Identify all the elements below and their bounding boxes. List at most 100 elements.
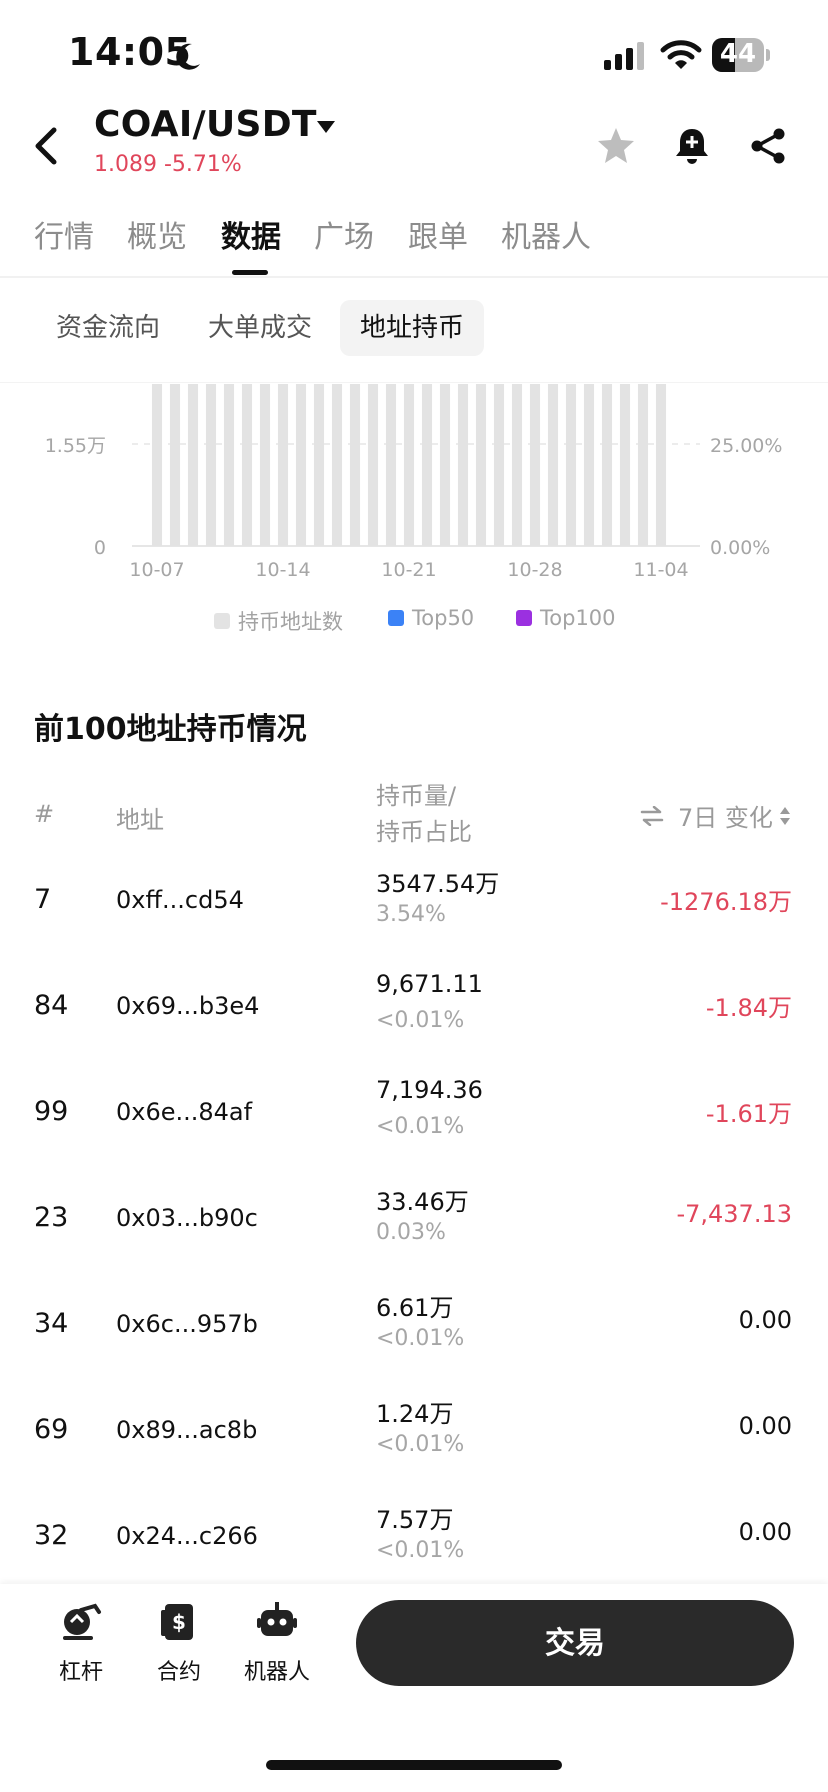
y-right-tick-mid: 25.00% [710, 435, 782, 457]
row-share: <0.01% [376, 1432, 465, 1457]
row-rank: 32 [34, 1520, 69, 1551]
swap-icon[interactable] [640, 805, 664, 826]
column-address: 地址 [116, 806, 164, 834]
row-change: 0.00 [738, 1306, 792, 1334]
price-change: 1.089 -5.71% [94, 152, 242, 177]
row-rank: 23 [34, 1202, 69, 1233]
chart-bar [547, 384, 559, 546]
row-amount: 3547.54万 [376, 870, 500, 898]
subtab-large-trades[interactable]: 大单成交 [208, 313, 313, 343]
x-tick-label: 10-07 [129, 559, 184, 581]
legend-holders[interactable]: 持币地址数 [214, 606, 343, 636]
row-address: 0x03...b90c [116, 1204, 258, 1232]
leverage-button[interactable]: 杠杆 [36, 1600, 126, 1686]
subtab-fund-flow[interactable]: 资金流向 [56, 313, 161, 343]
moon-icon [176, 43, 200, 70]
chart-bar [493, 384, 505, 546]
y-left-tick-mid: 1.55万 [45, 435, 106, 457]
row-share: <0.01% [376, 1008, 465, 1033]
row-amount: 6.61万 [376, 1294, 454, 1322]
chart-legend: 持币地址数 Top50 Top100 [0, 606, 828, 646]
tab-data[interactable]: 数据 [221, 220, 281, 255]
chart-bar [241, 384, 253, 546]
column-holdings-line2: 持币占比 [376, 818, 472, 846]
main-tabs: 行情 概览 数据 广场 跟单 机器人 [0, 212, 828, 274]
battery-icon: 44 [712, 38, 770, 72]
back-arrow-icon[interactable] [30, 126, 64, 166]
home-indicator [266, 1760, 562, 1770]
chart-bar [205, 384, 217, 546]
chart-bar [457, 384, 469, 546]
column-change[interactable]: 7日 变化 [640, 798, 791, 833]
bars-group [151, 384, 667, 546]
tab-square[interactable]: 广场 [314, 220, 374, 255]
chart-bar [313, 384, 325, 546]
table-row[interactable]: 99 0x6e...84af 7,194.36 <0.01% -1.61万 [0, 1076, 828, 1182]
row-change: -1.61万 [705, 1100, 792, 1128]
x-tick-label: 10-28 [507, 559, 562, 581]
tab-overview[interactable]: 概览 [127, 220, 187, 255]
table-row[interactable]: 69 0x89...ac8b 1.24万 <0.01% 0.00 [0, 1394, 828, 1500]
y-right-tick-zero: 0.00% [710, 537, 770, 559]
contract-button[interactable]: $ 合约 [134, 1600, 224, 1686]
table-row[interactable]: 34 0x6c...957b 6.61万 <0.01% 0.00 [0, 1288, 828, 1394]
column-holdings-line1: 持币量/ [376, 782, 457, 810]
star-icon[interactable] [596, 126, 636, 166]
table-row[interactable]: 23 0x03...b90c 33.46万 0.03% -7,437.13 [0, 1182, 828, 1288]
row-share: 3.54% [376, 902, 446, 927]
contract-label: 合约 [156, 1660, 201, 1685]
column-holdings: 持币量/ 持币占比 [376, 778, 472, 850]
bottom-bar: 杠杆 $ 合约 机器人 交易 [0, 1584, 828, 1792]
chart-bar [511, 384, 523, 546]
x-tick-label: 10-21 [381, 559, 436, 581]
chart-bar [421, 384, 433, 546]
row-address: 0x89...ac8b [116, 1416, 258, 1444]
legend-label: Top50 [412, 606, 475, 630]
contract-icon: $ [161, 1604, 193, 1640]
active-tab-indicator [232, 270, 268, 275]
chart-bar [565, 384, 577, 546]
chevron-down-icon[interactable] [316, 120, 336, 134]
battery-level: 44 [719, 39, 757, 69]
row-share: <0.01% [376, 1538, 465, 1563]
wifi-icon [660, 40, 702, 69]
legend-label: Top100 [540, 606, 616, 630]
sort-icon[interactable] [779, 804, 791, 828]
row-rank: 99 [34, 1096, 69, 1127]
chart-bar [259, 384, 271, 546]
tab-robot[interactable]: 机器人 [501, 220, 591, 255]
share-icon[interactable] [748, 126, 788, 166]
row-share: 0.03% [376, 1220, 446, 1245]
table-row[interactable]: 84 0x69...b3e4 9,671.11 <0.01% -1.84万 [0, 970, 828, 1076]
legend-label: 持币地址数 [238, 610, 343, 634]
column-rank: # [34, 800, 55, 828]
bell-plus-icon[interactable] [672, 126, 712, 166]
robot-button[interactable]: 机器人 [232, 1600, 322, 1686]
legend-top50[interactable]: Top50 [388, 606, 474, 630]
row-share: <0.01% [376, 1114, 465, 1139]
legend-top100[interactable]: Top100 [516, 606, 616, 630]
table-row[interactable]: 32 0x24...c266 7.57万 <0.01% 0.00 [0, 1500, 828, 1606]
row-rank: 69 [34, 1414, 69, 1445]
chart-bar [529, 384, 541, 546]
chart-bar [655, 384, 667, 546]
tab-market[interactable]: 行情 [34, 220, 94, 255]
robot-label: 机器人 [243, 1660, 310, 1685]
row-address: 0xff...cd54 [116, 886, 244, 914]
x-tick-label: 11-04 [633, 559, 688, 581]
row-change: -1.84万 [705, 994, 792, 1022]
subtab-address-holdings[interactable]: 地址持币 [340, 300, 485, 356]
table-row[interactable]: 7 0xff...cd54 3547.54万 3.54% -1276.18万 [0, 864, 828, 970]
tab-copy-trade[interactable]: 跟单 [408, 220, 468, 255]
row-amount: 33.46万 [376, 1188, 469, 1216]
row-address: 0x69...b3e4 [116, 992, 260, 1020]
row-change: 0.00 [738, 1412, 792, 1440]
row-change: -1276.18万 [660, 888, 792, 916]
x-tick-label: 10-14 [255, 559, 310, 581]
x-ticks-group: 10-07 10-14 10-21 10-28 11-04 [129, 559, 688, 581]
holders-chart: 1.55万 0 25.00% 0.00% 10-07 10-14 10-21 10-2… [45, 384, 782, 581]
trade-button[interactable]: 交易 [356, 1600, 794, 1686]
chart-bar [277, 384, 289, 546]
pair-title[interactable]: COAI/USDT [94, 104, 317, 145]
divider [0, 276, 828, 278]
